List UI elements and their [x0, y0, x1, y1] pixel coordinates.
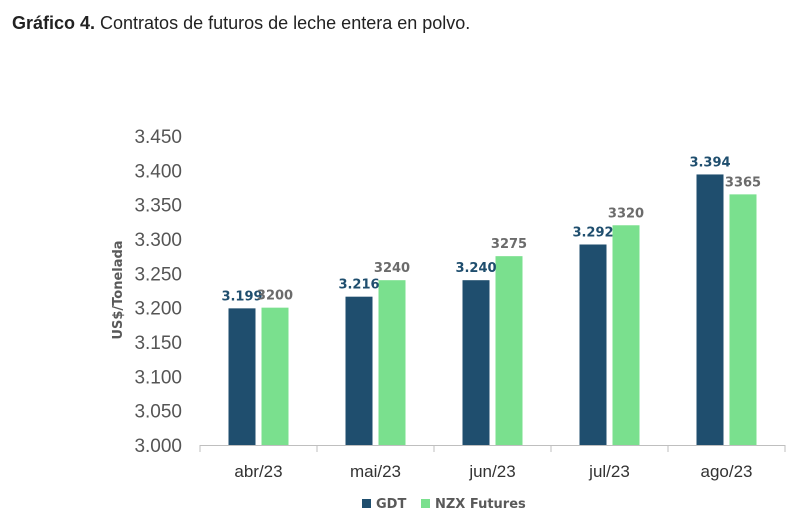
x-tick-label: ago/23	[701, 462, 753, 481]
y-tick-label: 3.050	[134, 402, 182, 423]
y-axis-ticks: 3.000 3.050 3.100 3.150 3.200 3.250 3.300 3.350…	[134, 127, 182, 457]
data-label-gdt: 3.292	[572, 225, 613, 240]
y-axis-title: US$/Tonelada	[111, 240, 126, 339]
data-label-gdt: 3.199	[221, 289, 262, 304]
y-tick-label: 3.400	[134, 161, 182, 182]
caption-prefix: Gráfico 4.	[12, 13, 96, 33]
data-label-gdt: 3.240	[455, 261, 496, 276]
data-label-nzx: 3320	[608, 206, 644, 221]
bar-nzx-ago-23	[729, 194, 757, 445]
bar-gdt-abr-23	[228, 308, 256, 445]
y-tick-label: 3.200	[134, 299, 182, 320]
bar-nzx-jun-23	[495, 256, 523, 445]
y-tick-label: 3.100	[134, 367, 182, 388]
bar-nzx-mai-23	[378, 280, 406, 445]
x-tick-label: jul/23	[588, 462, 630, 481]
bar-nzx-abr-23	[261, 307, 289, 445]
bar-nzx-jul-23	[612, 225, 640, 445]
x-tick-label: jun/23	[468, 462, 515, 481]
x-axis-labels: abr/23 mai/23 jun/23 jul/23 ago/23	[234, 462, 752, 481]
x-tick-label: mai/23	[350, 462, 401, 481]
data-label-gdt: 3.394	[689, 155, 730, 170]
y-tick-label: 3.250	[134, 264, 182, 285]
y-tick-label: 3.450	[134, 127, 182, 148]
chart-caption: Gráfico 4. Contratos de futuros de leche…	[12, 13, 470, 34]
legend-label-gdt: GDT	[376, 497, 406, 512]
bar-gdt-jun-23	[462, 280, 490, 445]
legend: GDT NZX Futures	[362, 497, 526, 512]
y-tick-label: 3.350	[134, 196, 182, 217]
bar-gdt-jul-23	[579, 244, 607, 445]
data-label-nzx: 3275	[491, 237, 527, 252]
y-tick-label: 3.150	[134, 333, 182, 354]
legend-swatch-gdt	[362, 499, 371, 508]
data-label-nzx: 3200	[257, 289, 293, 304]
x-tick-label: abr/23	[234, 462, 282, 481]
y-tick-label: 3.000	[134, 436, 182, 457]
y-tick-label: 3.300	[134, 230, 182, 251]
data-label-nzx: 3240	[374, 261, 410, 276]
legend-swatch-nzx	[421, 499, 430, 508]
bar-gdt-ago-23	[696, 174, 724, 445]
caption-text: Contratos de futuros de leche entera en …	[95, 13, 471, 33]
bar-gdt-mai-23	[345, 296, 373, 445]
data-label-gdt: 3.216	[338, 278, 379, 293]
bar-series	[228, 174, 757, 445]
x-axis-tick-marks	[199, 445, 786, 452]
legend-label-nzx: NZX Futures	[435, 497, 526, 512]
data-label-nzx: 3365	[725, 175, 761, 190]
